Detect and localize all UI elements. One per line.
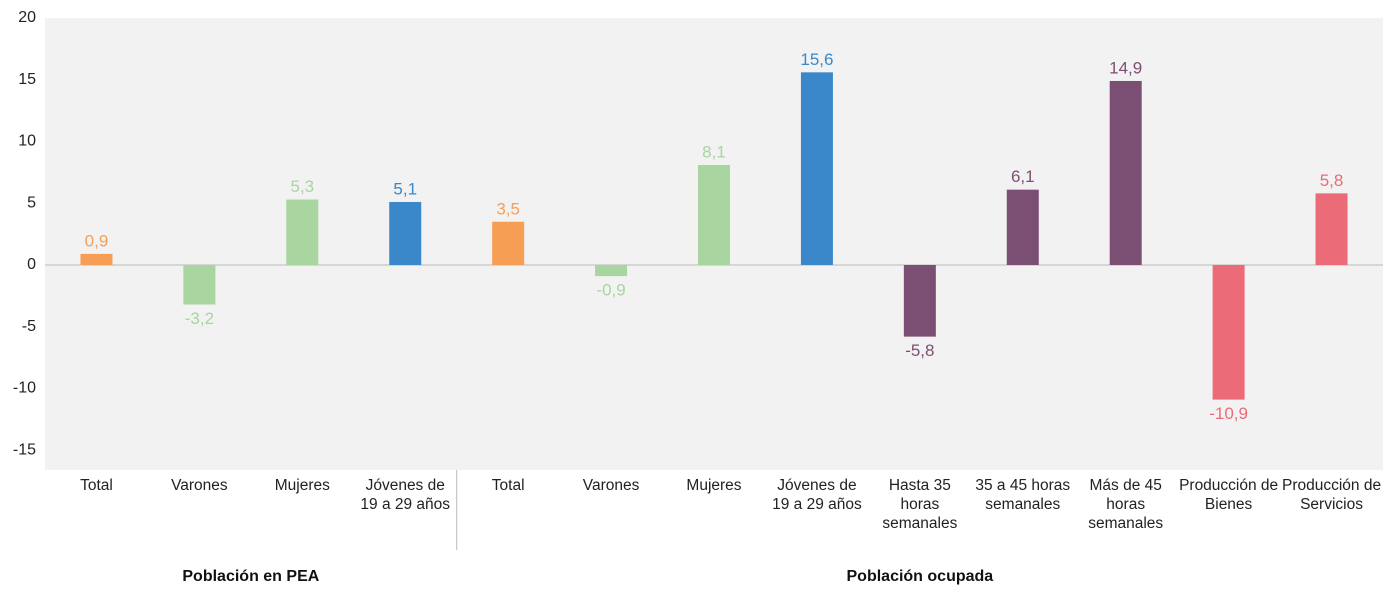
x-tick-label: Mujeres: [274, 477, 330, 494]
value-label: 5,3: [290, 177, 314, 196]
y-tick-label: 5: [27, 194, 36, 211]
value-label: -5,8: [905, 341, 934, 360]
value-label: 3,5: [496, 199, 520, 218]
x-tick-label: 35 a 45 horas semanales: [975, 477, 1071, 513]
bar: [492, 221, 525, 265]
y-tick-label: -15: [13, 441, 36, 458]
x-tick-label: Producción de Bienes: [1179, 477, 1279, 513]
x-tick-label: Más de 45 horas semanales: [1088, 477, 1164, 532]
bar: [800, 72, 833, 265]
x-tick-label: Total: [491, 477, 525, 494]
x-tick-label: Producción de Servicios: [1281, 477, 1382, 513]
x-tick-label: Mujeres: [686, 477, 742, 494]
bar: [903, 264, 936, 337]
x-tick-label: Hasta 35 horas semanales: [882, 477, 958, 532]
bar: [389, 202, 422, 265]
value-label: 5,8: [1320, 171, 1344, 190]
value-label: 5,1: [393, 179, 417, 198]
value-label: 8,1: [702, 142, 726, 161]
x-tick-label: Varones: [582, 477, 640, 494]
y-tick-label: 20: [18, 9, 36, 26]
value-label: -10,9: [1209, 404, 1248, 423]
value-label: 6,1: [1011, 167, 1035, 186]
bar: [1006, 189, 1039, 265]
bar: [595, 264, 628, 277]
value-label: -0,9: [596, 281, 625, 300]
x-tick-label: Varones: [171, 477, 228, 494]
group-label: Población ocupada: [846, 568, 994, 585]
y-tick-label: 0: [27, 256, 36, 273]
y-tick-label: 15: [18, 71, 36, 88]
value-label: 0,9: [85, 231, 109, 250]
x-tick-label: Total: [80, 477, 113, 494]
x-tick-label: Jóvenes de 19 a 29 años: [360, 477, 451, 513]
bar: [1212, 264, 1245, 400]
y-tick-label: -10: [13, 380, 36, 397]
value-label: -3,2: [185, 309, 214, 328]
bar: [286, 199, 319, 265]
bar: [183, 264, 216, 305]
value-label: 14,9: [1109, 58, 1142, 77]
x-tick-label: Jóvenes de 19 a 29 años: [772, 477, 862, 513]
value-label: 15,6: [800, 50, 833, 69]
group-label: Población en PEA: [182, 568, 320, 585]
bar: [80, 253, 113, 265]
y-tick-label: 10: [18, 133, 36, 150]
bar: [698, 164, 730, 265]
bar: [1109, 80, 1142, 265]
bar: [1315, 193, 1348, 265]
y-tick-label: -5: [22, 318, 36, 335]
